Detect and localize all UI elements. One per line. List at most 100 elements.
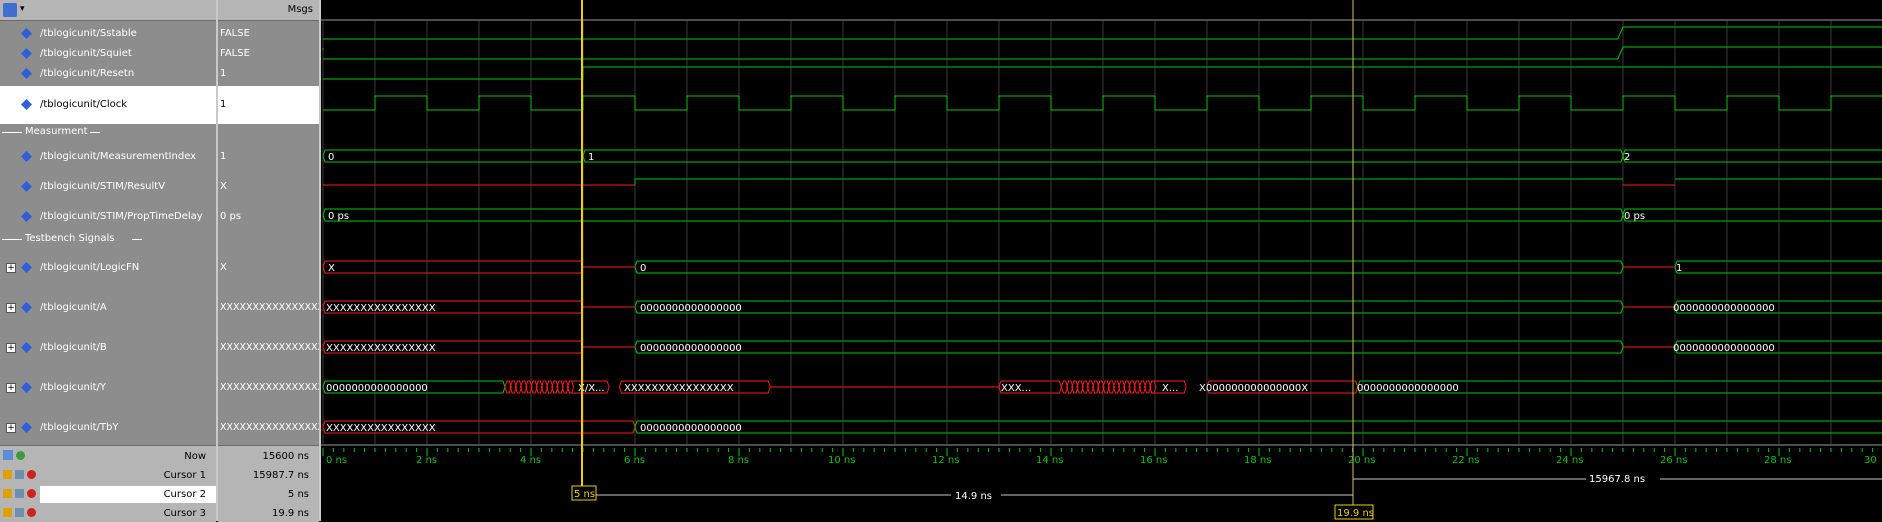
bus-label-b-0b: 0000000000000000 <box>1673 343 1775 354</box>
signal-name: /tblogicunit/Sstable <box>40 28 137 39</box>
signal-row-a[interactable]: + /tblogicunit/A <box>0 299 216 316</box>
signal-diamond-icon <box>21 181 32 192</box>
selected-value-cell: 1 <box>218 86 319 124</box>
signal-row-measurementindex[interactable]: /tblogicunit/MeasurementIndex <box>0 148 216 165</box>
now-toolbar-icon[interactable] <box>3 450 37 462</box>
cursor-2-tag-label: 5 ns <box>574 489 595 500</box>
cursor-1-row[interactable]: Cursor 1 <box>0 467 216 484</box>
signal-value: XXXXXXXXXXXXXXXX <box>220 342 325 353</box>
chevron-down-icon[interactable]: ▾ <box>20 4 25 14</box>
bus-segment <box>561 380 569 394</box>
bus-label-y-0b: 0000000000000000 <box>1357 383 1459 394</box>
signal-row-proptimedelay[interactable]: /tblogicunit/STIM/PropTimeDelay <box>0 208 216 225</box>
bus-label-ptd-b: 0 ps <box>1624 211 1645 222</box>
bus-segment <box>1622 149 1882 163</box>
tick-label: 2 ns <box>416 455 437 466</box>
now-row: Now <box>0 448 216 465</box>
lock-icon[interactable] <box>3 488 37 500</box>
bus-segment <box>1144 380 1152 394</box>
bus-segment <box>1133 380 1141 394</box>
signal-name: /tblogicunit/Clock <box>40 99 128 110</box>
time-ruler[interactable] <box>322 448 1882 456</box>
signal-diamond-icon <box>21 151 32 162</box>
signal-value: 0 ps <box>220 211 242 222</box>
signal-diamond-icon <box>21 262 32 273</box>
signal-row-resetn[interactable]: /tblogicunit/Resetn <box>0 65 216 82</box>
signal-name: /tblogicunit/TbY <box>40 422 119 433</box>
wave-bus-labels: 0 1 2 0 ps 0 ps X 0 1 XXXXXXXXXXXXXXXX 0… <box>326 152 1775 434</box>
bus-segment <box>509 380 517 394</box>
signal-row-y[interactable]: + /tblogicunit/Y <box>0 379 216 396</box>
signal-row-logicfn[interactable]: + /tblogicunit/LogicFN <box>0 259 216 276</box>
lock-icon[interactable] <box>3 507 37 519</box>
waveform-pane[interactable]: 0 1 2 0 ps 0 ps X 0 1 XXXXXXXXXXXXXXXX 0… <box>321 0 1882 521</box>
signal-name: /tblogicunit/B <box>40 342 107 353</box>
bus-segment <box>1118 380 1126 394</box>
bus-label-y-xx: X/X... <box>578 383 605 394</box>
pane-splitter[interactable] <box>216 0 218 521</box>
signal-name: /tblogicunit/LogicFN <box>40 262 140 273</box>
pane-splitter[interactable] <box>319 0 321 521</box>
cursor-3-tag-label: 19.9 ns <box>1337 508 1374 519</box>
signal-name: /tblogicunit/STIM/PropTimeDelay <box>40 211 203 222</box>
bus-segment <box>1123 380 1131 394</box>
cursor-3-row[interactable]: Cursor 3 <box>0 505 216 522</box>
bus-label-y-0: 0000000000000000 <box>326 383 428 394</box>
signal-row-resultv[interactable]: /tblogicunit/STIM/ResultV <box>0 178 216 195</box>
bus-segment <box>1357 380 1882 394</box>
divider-measurment[interactable]: Measurment <box>0 125 216 139</box>
cursor-2-row[interactable]: Cursor 2 <box>40 486 216 503</box>
divider-testbench-signals[interactable]: Testbench Signals <box>0 232 216 246</box>
bus-label-b-0: 0000000000000000 <box>640 343 742 354</box>
bus-segment <box>1674 340 1882 354</box>
signal-value: XXXXXXXXXXXXXXXX <box>220 382 325 393</box>
signal-row-squiet[interactable]: /tblogicunit/Squiet <box>0 45 216 62</box>
toolbar-menu-icon[interactable] <box>3 3 17 17</box>
signal-values-pane: Msgs FALSE FALSE 1 1 1 X 0 ps X XXXXXXXX… <box>218 0 324 522</box>
bus-segment <box>634 420 1882 434</box>
divider-label: Measurment <box>25 126 88 137</box>
signal-row-tby[interactable]: + /tblogicunit/TbY <box>0 419 216 436</box>
signal-name: /tblogicunit/A <box>40 302 107 313</box>
bus-segment <box>520 380 528 394</box>
bus-segment <box>1071 380 1079 394</box>
bus-segment <box>1076 380 1084 394</box>
now-label: Now <box>184 451 206 462</box>
signal-row-b[interactable]: + /tblogicunit/B <box>0 339 216 356</box>
signal-value: 1 <box>220 68 227 79</box>
cursor-3-tag[interactable] <box>1334 504 1374 520</box>
signal-row-clock[interactable]: /tblogicunit/Clock <box>0 86 216 124</box>
expand-plus-icon[interactable]: + <box>6 383 16 393</box>
tick-label: 20 ns <box>1348 455 1375 466</box>
lock-icon[interactable] <box>3 469 37 481</box>
bus-label-y-xlong: XXXXXXXXXXXXXXXX <box>624 383 734 394</box>
bus-label-mi-2: 2 <box>1624 152 1630 163</box>
signal-row-sstable[interactable]: /tblogicunit/Sstable <box>0 25 216 42</box>
bus-segment <box>1128 380 1136 394</box>
bus-label-tby-0: 0000000000000000 <box>640 423 742 434</box>
cursor-2-tag[interactable] <box>571 485 597 501</box>
bus-segment <box>1060 380 1069 394</box>
bus-segment <box>1149 380 1157 394</box>
bus-label-a-0: 0000000000000000 <box>640 303 742 314</box>
divider-label: Testbench Signals <box>25 233 115 244</box>
bus-segment <box>514 380 523 394</box>
bus-segment <box>540 380 549 394</box>
expand-plus-icon[interactable]: + <box>6 303 16 313</box>
bus-label-mi-1: 1 <box>588 152 594 163</box>
tick-label: 24 ns <box>1556 455 1583 466</box>
tick-label: 8 ns <box>728 455 749 466</box>
signal-diamond-icon <box>21 302 32 313</box>
bus-label-y-x2: X... <box>1162 383 1178 394</box>
expand-plus-icon[interactable]: + <box>6 343 16 353</box>
expand-plus-icon[interactable]: + <box>6 263 16 273</box>
signal-diamond-icon <box>21 48 32 59</box>
tick-label: 4 ns <box>520 455 541 466</box>
expand-plus-icon[interactable]: + <box>6 423 16 433</box>
bus-segment <box>530 380 538 394</box>
cursor-value: 5 ns <box>287 489 309 500</box>
bus-label-logic-0: 0 <box>640 263 646 274</box>
trace-resultv-1 <box>634 178 1623 185</box>
values-header: Msgs <box>218 0 319 21</box>
signal-value: XXXXXXXXXXXXXXXX <box>220 422 325 433</box>
